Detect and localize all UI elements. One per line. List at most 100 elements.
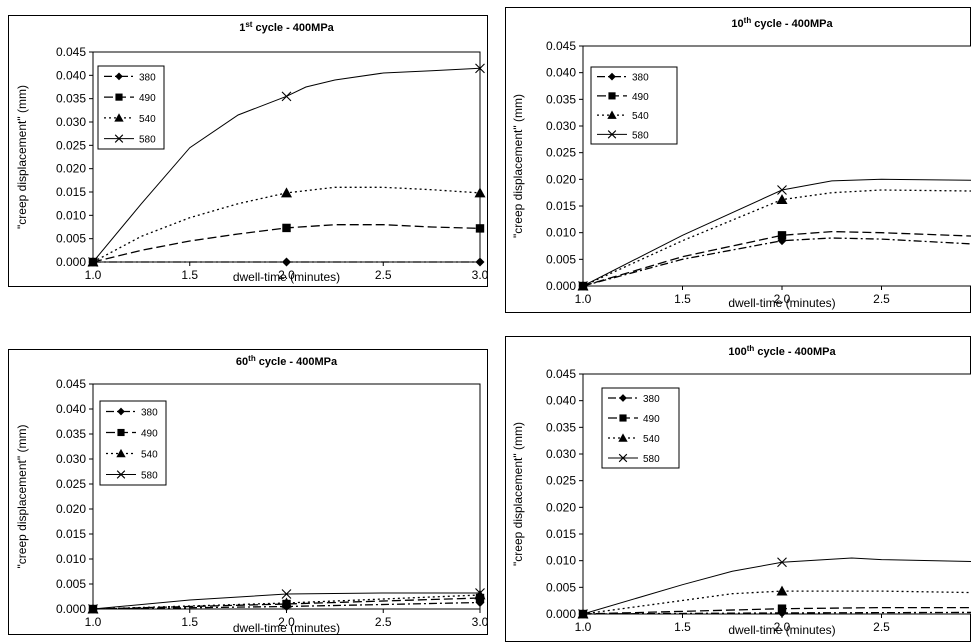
- chart-title-number: 100: [728, 346, 746, 358]
- y-tick-label: 0.005: [56, 232, 86, 246]
- series-line-490: [582, 230, 971, 287]
- data-point-540: [776, 585, 788, 596]
- legend-label-540: 540: [141, 450, 158, 461]
- data-point-580: [88, 257, 98, 267]
- x-tick-label: 2.0: [774, 292, 791, 306]
- legend-label-580: 580: [643, 454, 660, 465]
- series-group: [577, 178, 971, 291]
- y-tick-label: 0.015: [56, 185, 86, 199]
- legend-label-580: 580: [139, 135, 156, 146]
- y-tick-label: 0.005: [56, 577, 86, 591]
- y-tick-label: 0.005: [546, 580, 576, 594]
- x-tick-label: 1.0: [85, 615, 102, 629]
- x-tick-label: 1.5: [181, 268, 198, 282]
- legend-label-490: 490: [141, 429, 158, 440]
- y-tick-label: 0.035: [546, 92, 576, 106]
- legend-label-540: 540: [632, 111, 649, 122]
- legend-label-580: 580: [141, 471, 158, 482]
- chart-10th-cycle-svg: 10th cycle - 400MPa 0.000 0.005 0.010 0.015 0…: [505, 7, 971, 313]
- y-tick-label: 0.000: [56, 255, 86, 269]
- y-tick-label: 0.045: [56, 45, 86, 59]
- data-point-580: [88, 604, 98, 614]
- y-tick-label: 0.040: [56, 68, 86, 82]
- y-tick-label: 0.045: [546, 39, 576, 53]
- x-tick-label: 1.0: [85, 268, 102, 282]
- y-tick-label: 0.025: [56, 477, 86, 491]
- y-tick-label: 0.020: [56, 502, 86, 516]
- chart-title-number: 1: [239, 22, 245, 34]
- y-tick-label: 0.010: [56, 208, 86, 222]
- data-point-580: [475, 63, 485, 74]
- legend-marker-490: [608, 92, 616, 100]
- y-tick-label: 0.010: [546, 226, 576, 240]
- y-tick-label: 0.025: [546, 146, 576, 160]
- legend-marker-540: [114, 113, 124, 122]
- y-tick-label: 0.025: [56, 138, 86, 152]
- x-tick-label: 1.5: [181, 615, 198, 629]
- y-tick-label: 0.030: [56, 115, 86, 129]
- chart-title: 100th cycle - 400MPa: [728, 344, 836, 358]
- x-tick-label: 2.0: [278, 615, 295, 629]
- legend-marker-540: [116, 448, 126, 458]
- chart-title-number: 60: [236, 356, 248, 368]
- x-tick-label: 1.0: [575, 620, 592, 634]
- chart-title-superscript: st: [245, 20, 252, 29]
- y-tick-label: 0.030: [546, 447, 576, 461]
- chart-1st-cycle-svg: 1st cycle - 400MPa 0.000 0.005 0.010 0.015 0.…: [8, 15, 488, 287]
- legend-marker-580: [116, 470, 126, 479]
- series-group: [577, 557, 971, 619]
- y-tick-label: 0.035: [56, 92, 86, 106]
- chart-100th-cycle-svg: 100th cycle - 400MPa 0.000 0.005 0.010 0.015…: [505, 336, 971, 642]
- legend-label-380: 380: [643, 394, 660, 405]
- legend-marker-380: [117, 407, 125, 416]
- legend-label-380: 380: [139, 72, 156, 83]
- legend-marker-580: [607, 130, 617, 139]
- chart-title-superscript: th: [744, 16, 752, 25]
- data-point-540: [281, 187, 292, 198]
- y-tick-label: 0.030: [56, 452, 86, 466]
- legend-label-490: 490: [643, 414, 660, 425]
- legend-marker-580: [114, 134, 124, 143]
- x-tick-label: 3.0: [472, 268, 488, 282]
- y-tick-label: 0.015: [56, 527, 86, 541]
- legend-label-540: 540: [643, 434, 660, 445]
- legend-marker-580: [618, 453, 628, 463]
- legend-marker-540: [618, 433, 628, 442]
- legend-label-580: 580: [632, 130, 649, 141]
- series-line-540: [582, 189, 971, 287]
- y-tick-label: 0.045: [546, 367, 576, 381]
- x-axis-label: dwell-time (minutes): [233, 270, 340, 284]
- legend: 380 490 540 580: [590, 66, 678, 145]
- y-tick-label: 0.025: [546, 474, 576, 488]
- data-point-580: [578, 609, 588, 619]
- x-tick-label: 1.5: [674, 620, 691, 634]
- y-tick-label: 0.035: [56, 427, 86, 441]
- x-tick-label: 2.5: [873, 292, 890, 306]
- x-tick-label: 2.5: [375, 615, 392, 629]
- y-tick-label: 0.040: [546, 394, 576, 408]
- y-axis-label: "creep displacement" (mm): [511, 94, 525, 238]
- chart-panel-10th-cycle: 10th cycle - 400MPa 0.000 0.005 0.010 0.015 0…: [505, 7, 971, 313]
- y-tick-label: 0.040: [56, 402, 86, 416]
- chart-panel-60th-cycle: 60th cycle - 400MPa 0.000 0.005 0.010 0.015 0…: [8, 349, 488, 635]
- data-point-580: [281, 91, 292, 102]
- legend-box: [97, 65, 165, 150]
- legend-marker-380: [608, 72, 616, 81]
- data-point-580: [475, 588, 485, 598]
- chart-title-number: 10: [731, 18, 743, 30]
- x-tick-label: 1.0: [575, 292, 592, 306]
- chart-title-text: cycle - 400MPa: [252, 22, 334, 34]
- data-point-490: [282, 223, 291, 233]
- x-axis-label: dwell-time (minutes): [233, 621, 340, 635]
- y-axis-label: "creep displacement" (mm): [15, 85, 29, 229]
- data-point-580: [578, 281, 588, 291]
- y-tick-label: 0.005: [546, 252, 576, 266]
- legend-marker-380: [115, 72, 123, 81]
- legend-label-380: 380: [632, 73, 649, 84]
- series-line-580: [582, 178, 971, 287]
- legend-marker-490: [117, 428, 125, 437]
- series-line-380: [582, 237, 971, 287]
- legend-marker-540: [607, 110, 617, 119]
- data-point-490: [777, 604, 787, 613]
- legend-label-490: 490: [139, 93, 156, 104]
